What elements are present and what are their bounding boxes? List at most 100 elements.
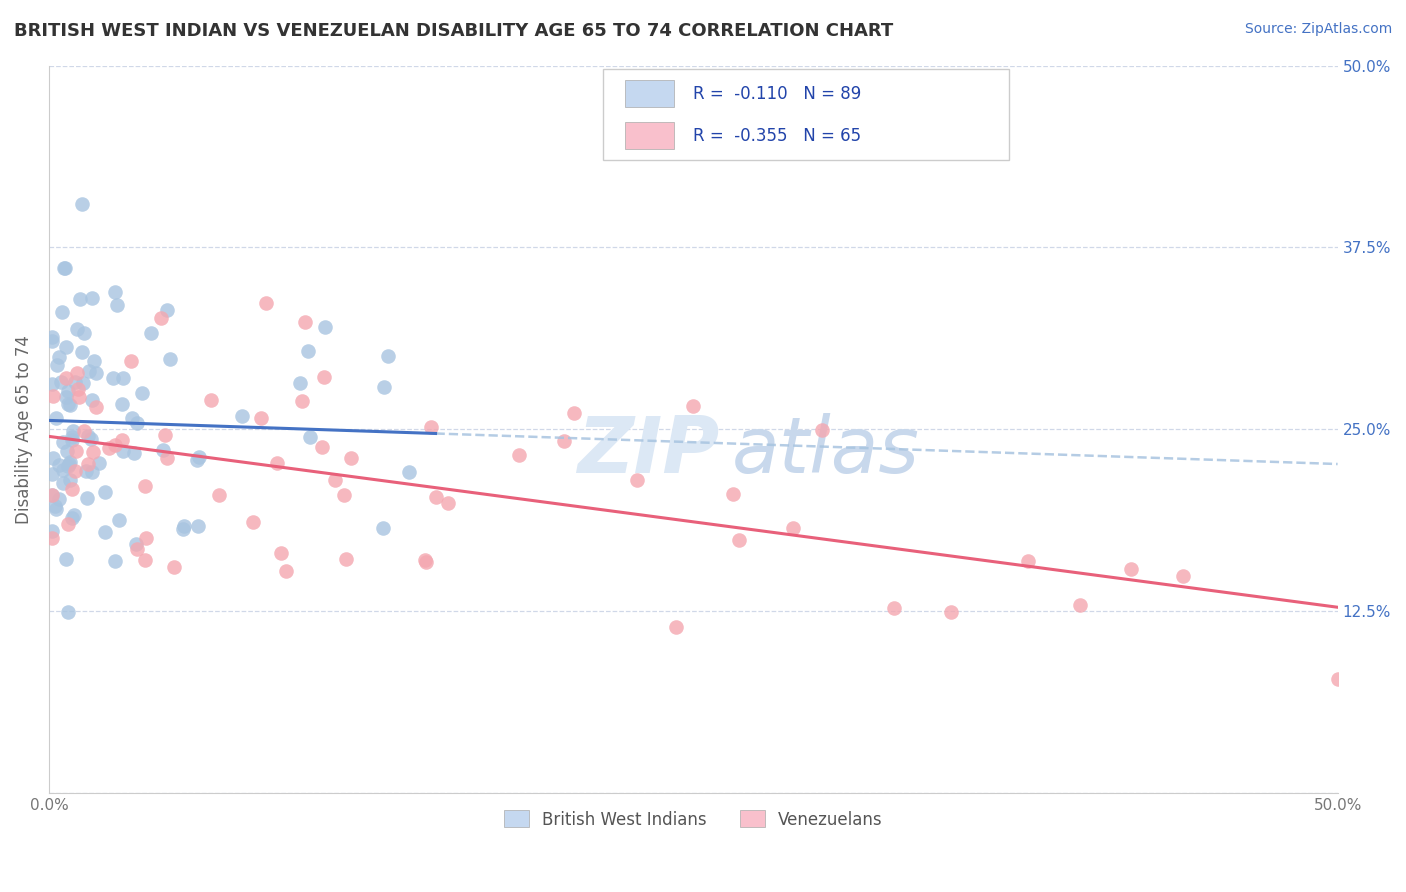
Point [311,440,333,454]
Point [89,456,111,470]
Point [163,560,186,574]
Point [55,552,77,566]
Point [70,345,93,359]
Point [188,450,211,465]
Point [94,524,117,539]
Point [413,553,436,567]
Point [186,453,208,467]
Point [242,516,264,530]
Point [811,423,834,437]
Point [41,531,63,545]
Point [66,383,89,397]
Text: R =  -0.110   N = 89: R = -0.110 N = 89 [693,85,862,103]
Point [562,406,585,420]
Point [41,467,63,482]
Point [41,377,63,392]
Point [254,296,277,310]
Point [187,518,209,533]
Point [45,502,67,516]
Point [59,398,82,412]
Point [58,384,80,398]
Point [288,376,311,390]
Point [425,490,447,504]
Point [172,522,194,536]
Point [127,416,149,430]
Point [508,448,530,462]
Point [76,491,98,506]
Point [65,376,87,390]
Point [75,464,97,478]
Point [721,486,744,500]
Point [104,438,127,452]
Point [294,315,316,329]
Point [134,553,156,567]
Point [55,340,77,354]
Point [266,457,288,471]
Point [159,351,181,366]
Point [103,554,125,568]
Point [70,197,93,211]
Text: Source: ZipAtlas.com: Source: ZipAtlas.com [1244,22,1392,37]
Point [1017,554,1039,568]
Point [60,433,83,447]
Point [83,354,105,368]
Text: atlas: atlas [733,413,920,489]
Point [82,291,104,305]
Point [340,451,363,466]
Point [231,409,253,424]
Point [60,482,83,496]
Point [297,343,319,358]
Point [45,410,67,425]
Point [1326,673,1348,687]
Point [56,606,79,620]
Point [80,466,103,480]
Point [48,350,70,364]
Point [67,390,90,404]
Point [1069,598,1091,612]
Point [41,334,63,348]
Point [41,330,63,344]
Point [51,305,73,319]
Point [55,390,77,404]
FancyBboxPatch shape [603,70,1010,161]
Point [80,392,103,407]
Point [77,429,100,443]
Point [82,445,104,459]
Point [134,479,156,493]
Point [80,432,103,446]
Point [42,388,65,402]
Point [131,386,153,401]
Point [173,519,195,533]
Point [112,370,135,384]
Point [626,473,648,487]
Point [250,410,273,425]
Point [59,455,82,469]
Legend: British West Indians, Venezuelans: British West Indians, Venezuelans [496,804,890,835]
Point [553,434,575,448]
Point [66,322,89,336]
Text: BRITISH WEST INDIAN VS VENEZUELAN DISABILITY AGE 65 TO 74 CORRELATION CHART: BRITISH WEST INDIAN VS VENEZUELAN DISABI… [14,22,893,40]
Point [62,508,84,523]
Point [299,430,322,444]
Point [103,371,125,385]
Point [200,393,222,408]
Point [55,371,77,385]
Point [373,521,395,535]
Point [682,399,704,413]
Point [77,458,100,472]
Point [52,435,75,450]
Point [333,488,356,502]
Point [56,396,79,410]
Point [1121,562,1143,576]
Point [69,292,91,306]
Point [105,298,128,312]
Point [377,349,399,363]
Point [52,260,75,275]
Point [314,319,336,334]
Point [939,605,962,619]
Point [883,600,905,615]
Point [44,499,66,513]
Point [49,376,72,390]
Point [291,394,314,409]
Point [373,380,395,394]
